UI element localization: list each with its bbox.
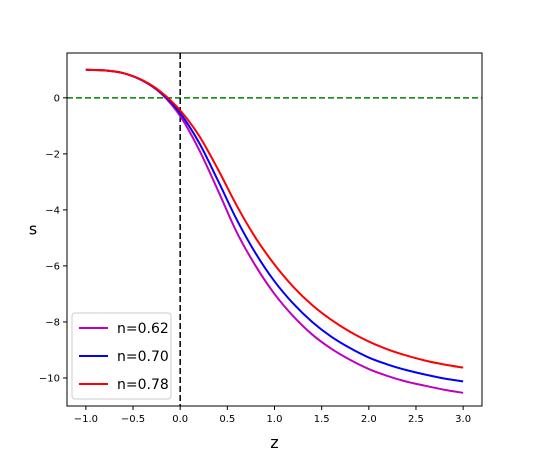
legend-label: n=0.62	[117, 321, 169, 337]
legend-label: n=0.70	[117, 349, 169, 365]
y-tick-label: −8	[45, 317, 60, 328]
x-axis-label: z	[270, 433, 278, 452]
legend: n=0.62 n=0.70 n=0.78	[71, 312, 172, 400]
y-tick-label: −4	[45, 205, 60, 216]
x-tick-label: 1.0	[267, 414, 283, 425]
y-axis-label: s	[29, 220, 37, 239]
x-tick-label: 2.5	[408, 414, 424, 425]
series-line-3	[85, 68, 464, 369]
x-tick-label: 1.5	[314, 414, 330, 425]
series-lines	[85, 68, 464, 394]
legend-box	[71, 312, 172, 400]
x-tick-label: 0.0	[172, 414, 188, 425]
x-tick-label: 0.5	[219, 414, 235, 425]
y-tick-label: −6	[45, 261, 60, 272]
x-tick-label: −0.5	[121, 414, 145, 425]
y-tick-label: −10	[39, 373, 60, 384]
y-axis-ticks: 0 −2 −4 −6 −8 −10	[39, 93, 67, 384]
x-axis-ticks: −1.0 −0.5 0.0 0.5 1.0 1.5 2.0 2.5 3.0	[74, 406, 471, 425]
legend-label: n=0.78	[117, 377, 169, 393]
x-tick-label: −1.0	[74, 414, 98, 425]
y-tick-label: −2	[45, 149, 60, 160]
x-tick-label: 2.0	[361, 414, 377, 425]
x-tick-label: 3.0	[455, 414, 471, 425]
y-tick-label: 0	[54, 93, 60, 104]
